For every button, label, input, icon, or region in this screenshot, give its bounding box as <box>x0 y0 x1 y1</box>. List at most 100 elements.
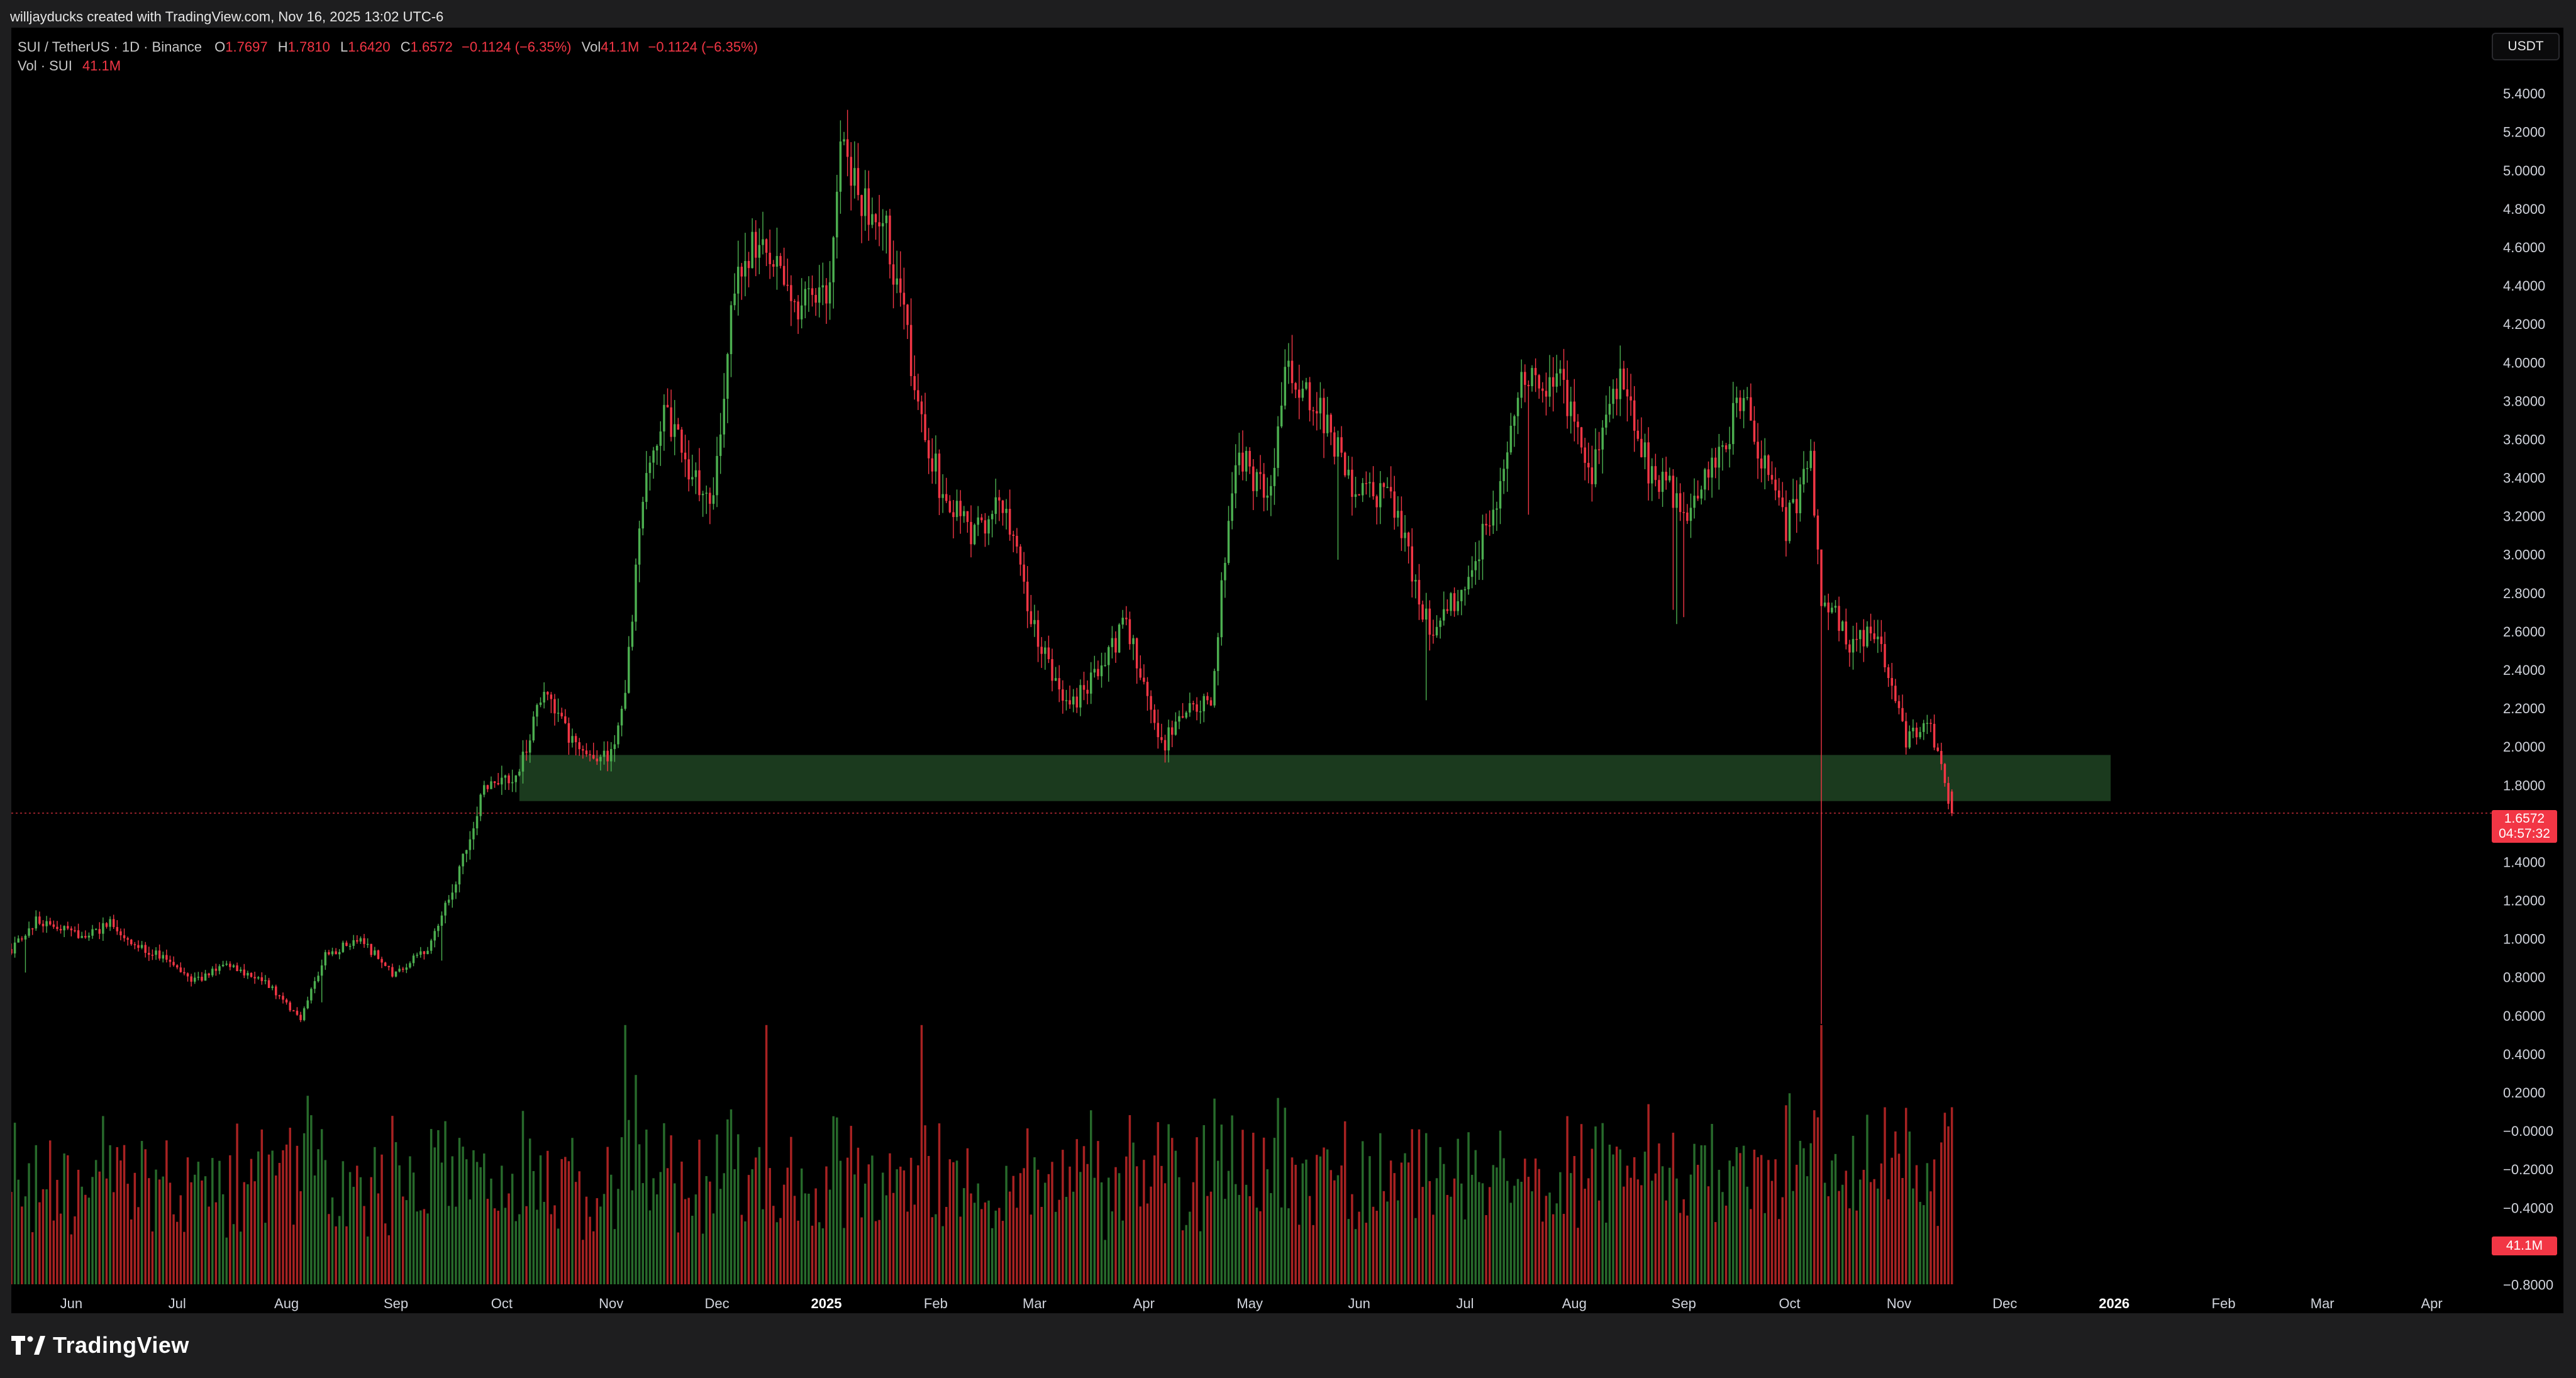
volume-bar <box>1153 1155 1156 1284</box>
candle-body <box>839 141 842 192</box>
volume-bar <box>878 1220 880 1284</box>
volume-bar <box>91 1177 94 1284</box>
price-tick-label: 2.2000 <box>2503 701 2545 716</box>
candle-body <box>1915 727 1918 738</box>
volume-bar <box>1781 1197 1784 1284</box>
volume-bar <box>394 1142 397 1284</box>
candle-body <box>1732 403 1735 445</box>
legend-volume-value: 41.1M <box>82 58 121 74</box>
candle-body <box>243 969 246 975</box>
volume-bar <box>1474 1150 1477 1284</box>
volume-bar <box>63 1153 65 1284</box>
candle-body <box>1877 636 1879 640</box>
candle-body <box>557 713 560 714</box>
volume-bar <box>306 1096 309 1284</box>
volume-bar <box>539 1155 542 1284</box>
candle-body <box>1001 500 1004 513</box>
candle-body <box>1943 764 1946 783</box>
price-tick-label: 1.2000 <box>2503 893 2545 909</box>
candle-body <box>1157 723 1160 738</box>
volume-bar <box>1591 1148 1594 1284</box>
candle-body <box>606 750 609 762</box>
candle-body <box>1294 383 1297 390</box>
legend-volume-label[interactable]: Vol · SUI <box>18 58 72 74</box>
volume-bar <box>1075 1139 1079 1284</box>
candle-body <box>948 501 952 513</box>
candle-body <box>1174 721 1177 735</box>
candle-body <box>1241 452 1244 472</box>
volume-bar <box>1873 1179 1875 1284</box>
candle-body <box>140 945 143 948</box>
candle-body <box>1707 469 1710 478</box>
volume-bar <box>1608 1144 1611 1284</box>
candle-body <box>1809 450 1812 469</box>
candle-body <box>1033 620 1036 625</box>
chart-area[interactable]: 5.60005.40005.20005.00004.80004.60004.40… <box>11 28 2563 1313</box>
candle-body <box>105 923 108 927</box>
candle-body <box>1933 723 1936 748</box>
volume-bar <box>1227 1170 1230 1284</box>
candle-body <box>271 986 274 988</box>
volume-bar <box>264 1223 267 1284</box>
candle-body <box>497 783 499 785</box>
candle-body <box>1587 462 1590 468</box>
candle-body <box>1696 496 1699 499</box>
candle-body <box>1189 703 1191 713</box>
candle-body <box>543 692 545 703</box>
candle-body <box>35 916 38 929</box>
volume-bar <box>797 1220 799 1284</box>
candle-body <box>1143 677 1145 682</box>
candle-body <box>1224 563 1226 581</box>
volume-bar <box>1439 1147 1441 1284</box>
volume-bar <box>80 1186 83 1284</box>
candle-body <box>1432 635 1435 636</box>
price-tick-label: 3.6000 <box>2503 431 2545 447</box>
volume-bar <box>267 1154 270 1284</box>
volume-bar <box>843 1228 845 1284</box>
price-chart-svg[interactable]: 5.60005.40005.20005.00004.80004.60004.40… <box>11 28 2563 1313</box>
volume-bar <box>808 1193 810 1284</box>
volume-bar <box>1432 1214 1435 1284</box>
candle-body <box>1118 625 1121 653</box>
volume-bar <box>1097 1141 1099 1284</box>
candle-body <box>1277 426 1279 468</box>
volume-bar <box>1202 1125 1206 1284</box>
chart-legend: SUI / TetherUS · 1D · Binance O1.7697 H1… <box>18 38 758 75</box>
legend-symbol[interactable]: SUI / TetherUS · 1D · Binance <box>18 39 203 55</box>
volume-bar <box>275 1175 277 1284</box>
time-tick-label: 2026 <box>2099 1296 2129 1311</box>
volume-bar <box>1160 1165 1163 1284</box>
time-tick-label: Nov <box>599 1296 623 1311</box>
candle-body <box>1065 700 1068 701</box>
price-tick-label: 0.8000 <box>2503 970 2545 986</box>
candle-body <box>1262 474 1265 498</box>
candle-body <box>1781 497 1784 508</box>
volume-bar <box>204 1176 207 1284</box>
legend-vol-change: −0.1124 (−6.35%) <box>648 39 758 55</box>
candle-body <box>1834 606 1837 608</box>
candle-body <box>137 945 140 948</box>
price-tick-label: −0.0000 <box>2503 1123 2553 1139</box>
volume-bar <box>1467 1132 1470 1284</box>
candle-body <box>130 940 133 945</box>
volume-bar <box>1605 1223 1607 1284</box>
currency-button[interactable]: USDT <box>2492 33 2560 60</box>
volume-bar <box>508 1193 510 1284</box>
candle-body <box>28 928 30 936</box>
volume-bar <box>324 1160 327 1284</box>
tradingview-logo-text: TradingView <box>53 1332 189 1358</box>
volume-bar <box>1259 1211 1262 1284</box>
volume-bar <box>1245 1184 1248 1284</box>
volume-bar <box>1534 1158 1537 1284</box>
candle-body <box>804 289 807 306</box>
tradingview-logo[interactable]: TradingView <box>11 1332 189 1359</box>
candle-body <box>77 930 80 938</box>
candle-body <box>1153 709 1156 723</box>
volume-bar <box>1044 1182 1046 1284</box>
candle-body <box>1577 421 1579 428</box>
candle-body <box>486 785 489 789</box>
volume-bar <box>782 1184 786 1284</box>
volume-bar <box>514 1221 518 1284</box>
candle-body <box>1545 391 1548 397</box>
candle-body <box>1167 727 1170 751</box>
